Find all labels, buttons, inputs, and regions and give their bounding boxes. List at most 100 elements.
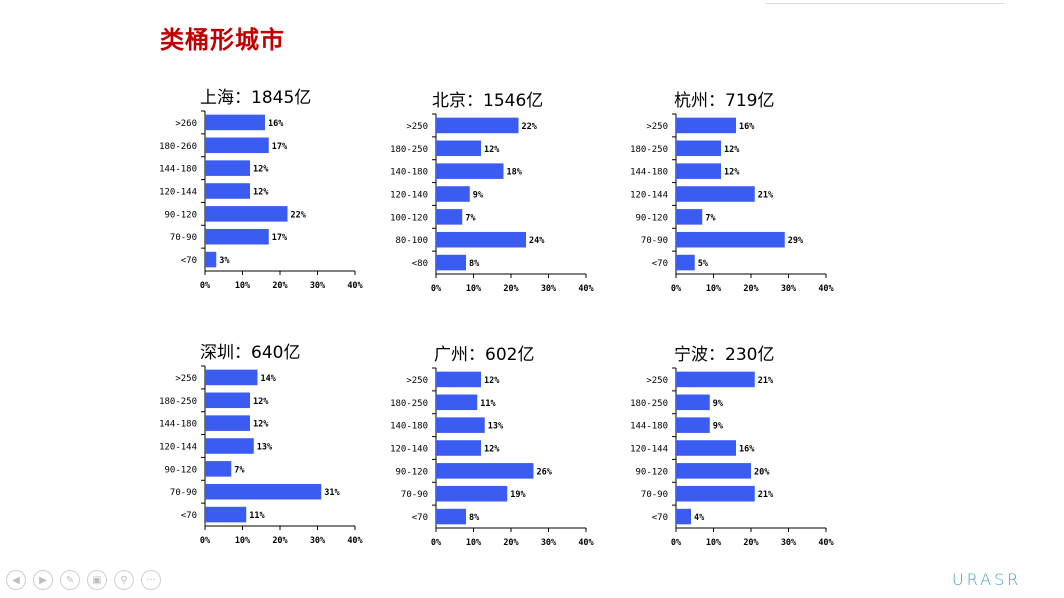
pen-icon[interactable]: ✎: [60, 570, 80, 590]
bar: [205, 206, 288, 222]
chart-title: 深圳：640亿: [200, 343, 301, 363]
category-label: 90-120: [164, 210, 197, 220]
category-label: 70-90: [170, 233, 197, 243]
bar: [676, 163, 721, 179]
bar: [676, 254, 695, 271]
category-label: 120-144: [159, 188, 197, 198]
chart-shenzhen: 深圳：640亿 0% 10% 20% 30% 40% >250 14% 180-250 12% 1…: [159, 338, 405, 558]
bar: [436, 186, 470, 202]
bar: [436, 508, 466, 525]
data-label: 12%: [253, 397, 269, 407]
bar: [676, 417, 710, 433]
data-label: 24%: [529, 236, 545, 246]
bar: [436, 394, 478, 411]
bar: [676, 231, 785, 248]
category-label: 90-120: [635, 213, 668, 223]
bar: [676, 485, 755, 502]
bar: [205, 438, 254, 454]
data-label: 16%: [739, 122, 755, 132]
x-tick-label: 40%: [818, 284, 834, 294]
category-label: >250: [646, 376, 668, 386]
data-label: 12%: [253, 188, 269, 198]
bar: [205, 183, 250, 199]
category-label: >250: [175, 374, 197, 384]
bar: [205, 483, 322, 500]
bar: [676, 440, 736, 456]
data-label: 12%: [253, 165, 269, 175]
x-tick-label: 20%: [743, 284, 759, 294]
category-label: 120-144: [630, 445, 668, 455]
x-tick-label: 40%: [578, 284, 594, 294]
data-label: 7%: [465, 213, 476, 223]
x-tick-label: 40%: [578, 538, 594, 548]
data-label: 13%: [257, 443, 273, 453]
data-label: 12%: [724, 145, 740, 155]
bar: [205, 228, 269, 245]
category-label: 120-140: [390, 445, 428, 455]
bar: [436, 231, 526, 248]
x-tick-label: 0%: [431, 538, 442, 548]
x-tick-label: 10%: [706, 538, 722, 548]
data-label: 17%: [272, 142, 288, 152]
x-tick-label: 30%: [541, 538, 557, 548]
prev-icon[interactable]: ◀: [6, 570, 26, 590]
bar: [436, 209, 463, 225]
category-label: <70: [181, 511, 197, 521]
chart-plot: 0% 10% 20% 30% 40% >250 16% 180-250 12% 144-180 12…: [630, 113, 835, 294]
chart-plot: 0% 10% 20% 30% 40% >260 16% 180-260 17% 144-180 12…: [159, 110, 364, 291]
bar: [676, 371, 755, 388]
x-tick-label: 20%: [272, 281, 288, 291]
data-label: 3%: [219, 256, 230, 266]
category-label: 180-250: [390, 145, 428, 155]
chart-title: 杭州：719亿: [674, 91, 775, 111]
data-label: 26%: [537, 467, 553, 477]
category-label: 90-120: [164, 465, 197, 475]
data-label: 22%: [522, 122, 538, 132]
x-tick-label: 0%: [671, 284, 682, 294]
data-label: 9%: [713, 399, 724, 409]
data-label: 20%: [754, 467, 770, 477]
top-divider: [766, 0, 1004, 4]
x-tick-label: 20%: [503, 284, 519, 294]
bar: [205, 160, 250, 176]
bar: [436, 371, 481, 388]
category-label: <80: [412, 259, 428, 269]
category-label: 144-180: [159, 165, 197, 175]
category-label: 180-250: [159, 397, 197, 407]
bar: [436, 140, 481, 157]
x-tick-label: 40%: [347, 281, 363, 291]
category-label: <70: [181, 256, 197, 266]
x-tick-label: 30%: [310, 536, 326, 546]
x-tick-label: 10%: [706, 284, 722, 294]
category-label: 180-250: [390, 399, 428, 409]
chart-plot: 0% 10% 20% 30% 40% >250 21% 180-250 9% 144-180 9% 1…: [630, 367, 835, 548]
category-label: <70: [652, 259, 668, 269]
category-label: 120-144: [159, 443, 197, 453]
data-label: 9%: [473, 191, 484, 201]
zoom-icon[interactable]: ⚲: [114, 570, 134, 590]
chart-title: 宁波：230亿: [674, 345, 775, 365]
category-label: 70-90: [170, 488, 197, 498]
bar: [436, 417, 485, 433]
data-label: 5%: [698, 259, 709, 269]
bar: [205, 114, 265, 131]
chart-guangzhou: 广州：602亿 0% 10% 20% 30% 40% >250 12% 180-250 11% 1…: [390, 340, 636, 560]
category-label: >260: [175, 119, 197, 129]
category-label: 120-140: [390, 191, 428, 201]
category-label: 144-180: [159, 420, 197, 430]
data-label: 29%: [788, 236, 804, 246]
slides-icon[interactable]: ▣: [87, 570, 107, 590]
data-label: 21%: [758, 490, 774, 500]
bar: [676, 463, 751, 479]
category-label: 70-90: [641, 490, 668, 500]
bar: [676, 140, 721, 157]
more-icon[interactable]: ···: [141, 570, 161, 590]
data-label: 4%: [694, 513, 705, 523]
next-icon[interactable]: ▶: [33, 570, 53, 590]
bar: [436, 117, 519, 134]
data-label: 11%: [249, 511, 265, 521]
x-tick-label: 10%: [235, 281, 251, 291]
bar: [205, 415, 250, 431]
data-label: 21%: [758, 191, 774, 201]
bar: [436, 485, 508, 502]
